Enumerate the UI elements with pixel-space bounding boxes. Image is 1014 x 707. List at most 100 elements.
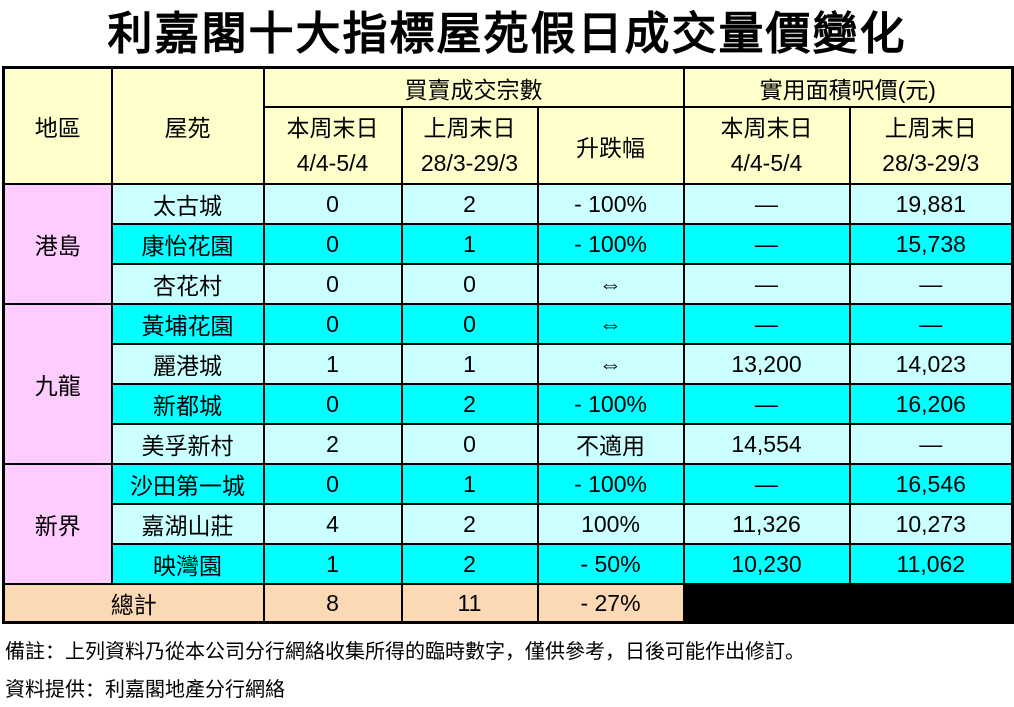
header-tw-count: 本周末日 4/4-5/4 [262,106,403,186]
lw-count-cell: 0 [400,423,539,466]
estate-cell: 杏花村 [110,263,265,306]
estate-cell: 黃埔花園 [110,303,265,346]
header-tw-count-label: 本周末日 [286,115,379,142]
change-cell: ⇔ [536,263,685,306]
header-group-row: 地區 屋苑 買賣成交宗數 實用面積呎價(元) [2,66,1014,186]
table-row: 麗港城 1 1 ⇔ 13,200 14,023 [4,343,1014,386]
estate-cell: 沙田第一城 [110,463,265,506]
lw-count-cell: 2 [400,543,539,586]
tw-count-cell: 0 [262,463,403,506]
lw-price-cell: 15,738 [848,223,1014,266]
estate-cell: 康怡花園 [110,223,265,266]
lw-price-cell: 16,206 [848,383,1014,426]
tw-count-cell: 1 [262,343,403,386]
header-lw-price: 上周末日 28/3-29/3 [848,106,1014,186]
tw-count-cell: 0 [262,223,403,266]
tw-price-cell: 14,554 [682,423,851,466]
total-row: 總計 8 11 - 27% [2,583,1014,624]
change-cell: - 100% [536,183,685,226]
lw-count-cell: 0 [400,263,539,306]
lw-price-cell: 10,273 [848,503,1014,546]
page-title: 利嘉閣十大指標屋苑假日成交量價變化 [107,8,907,59]
lw-count-cell: 1 [400,223,539,266]
lw-count-cell: 2 [400,383,539,426]
header-transactions-group: 買賣成交宗數 [262,66,685,109]
tw-count-cell: 0 [262,303,403,346]
header-sub-row: 本周末日 4/4-5/4 上周末日 28/3-29/3 升跌幅 本周末日 4/4… [4,106,1014,186]
footer-notes: 備註：上列資料乃從本公司分行網絡收集所得的臨時數字，僅供參考，日後可能作出修訂。… [0,636,1014,706]
table-row: 新都城 0 2 - 100% — 16,206 [4,383,1014,426]
region-cell: 九龍 [2,303,113,466]
lw-price-cell: 16,546 [848,463,1014,506]
remark-line: 備註：上列資料乃從本公司分行網絡收集所得的臨時數字，僅供參考，日後可能作出修訂。 [5,640,805,663]
table-row: 美孚新村 2 0 不適用 14,554 — [4,423,1014,466]
source-line: 資料提供：利嘉閣地產分行網絡 [5,678,285,701]
table-row: 嘉湖山莊 4 2 100% 11,326 10,273 [4,503,1014,546]
table-row: 九龍 黃埔花園 0 0 ⇔ — — [2,303,1014,466]
lw-count-cell: 0 [400,303,539,346]
lw-price-cell: — [848,423,1014,466]
estate-cell: 新都城 [110,383,265,426]
lw-price-cell: 14,023 [848,343,1014,386]
tw-price-cell: — [682,463,851,506]
tw-price-cell: 13,200 [682,343,851,386]
header-lw-count-label: 上周末日 [423,115,516,142]
lw-price-cell: — [848,263,1014,306]
header-change: 升跌幅 [536,106,685,186]
header-region: 地區 [2,66,113,186]
table-row: 新界 沙田第一城 0 1 - 100% — 16,546 [2,463,1014,586]
tw-price-cell: — [682,383,851,426]
tw-price-cell: — [682,263,851,306]
lw-price-cell: — [848,303,1014,346]
total-lw-count-cell: 11 [400,583,539,624]
change-cell: 100% [536,503,685,546]
table-row: 映灣園 1 2 - 50% 10,230 11,062 [4,543,1014,586]
header-lw-count: 上周末日 28/3-29/3 [400,106,539,186]
lw-count-cell: 1 [400,343,539,386]
lw-count-cell: 2 [400,183,539,226]
estate-cell: 映灣園 [110,543,265,586]
tw-price-cell: — [682,303,851,346]
header-tw-count-dates: 4/4-5/4 [296,149,369,176]
region-cell: 新界 [2,463,113,586]
tw-count-cell: 1 [262,543,403,586]
tw-count-cell: 4 [262,503,403,546]
table-row: 杏花村 0 0 ⇔ — — [4,263,1014,306]
change-cell: - 100% [536,383,685,426]
header-lw-count-dates: 28/3-29/3 [420,149,519,176]
lw-count-cell: 2 [400,503,539,546]
change-cell: - 100% [536,223,685,266]
change-cell: - 100% [536,463,685,506]
estates-table: 地區 屋苑 買賣成交宗數 實用面積呎價(元) 本周末日 4/4-5/4 上周末日… [2,65,1014,624]
total-tw-count-cell: 8 [262,583,403,624]
tw-count-cell: 0 [262,183,403,226]
header-tw-price-label: 本周末日 [720,115,813,142]
tw-price-cell: — [682,183,851,226]
header-estate: 屋苑 [110,66,265,186]
estate-cell: 太古城 [110,183,265,226]
lw-count-cell: 1 [400,463,539,506]
estate-cell: 美孚新村 [110,423,265,466]
estate-cell: 嘉湖山莊 [110,503,265,546]
total-change-cell: - 27% [536,583,685,624]
lw-price-cell: 11,062 [848,543,1014,586]
tw-price-cell: 11,326 [682,503,851,546]
header-tw-price-dates: 4/4-5/4 [730,149,803,176]
tw-count-cell: 0 [262,383,403,426]
change-cell: - 50% [536,543,685,586]
table-row: 康怡花園 0 1 - 100% — 15,738 [4,223,1014,266]
estate-cell: 麗港城 [110,343,265,386]
header-lw-price-label: 上周末日 [884,115,977,142]
change-cell: ⇔ [536,343,685,386]
total-price-blackout-cell [682,583,1014,624]
header-lw-price-dates: 28/3-29/3 [882,149,980,176]
lw-price-cell: 19,881 [848,183,1014,226]
tw-count-cell: 2 [262,423,403,466]
total-label-cell: 總計 [2,583,265,624]
header-price-group: 實用面積呎價(元) [682,66,1014,109]
change-cell: ⇔ [536,303,685,346]
tw-price-cell: 10,230 [682,543,851,586]
tw-count-cell: 0 [262,263,403,306]
table-row: 港島 太古城 0 2 - 100% — 19,881 [2,183,1014,306]
